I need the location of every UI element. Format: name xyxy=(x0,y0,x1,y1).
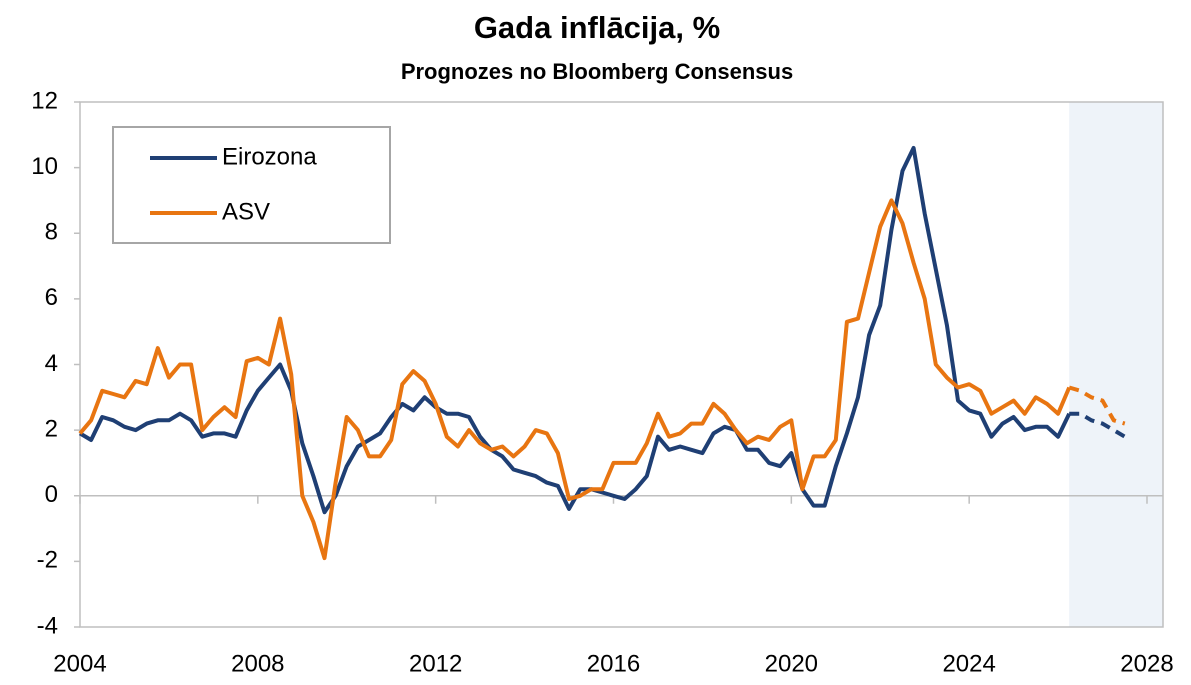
y-tick-label: 4 xyxy=(45,350,58,377)
y-tick-label: -2 xyxy=(37,547,58,574)
legend-label: ASV xyxy=(222,198,270,225)
x-tick-label: 2016 xyxy=(587,650,640,677)
x-tick-label: 2028 xyxy=(1120,650,1173,677)
legend-box xyxy=(112,126,391,244)
x-tick-label: 2024 xyxy=(942,650,995,677)
forecast-region xyxy=(1069,102,1163,627)
chart-title: Gada inflācija, % xyxy=(474,10,720,45)
y-tick-label: 10 xyxy=(31,153,58,180)
y-tick-label: 12 xyxy=(31,87,58,114)
forecast-line xyxy=(1068,385,1126,426)
chart-subtitle: Prognozes no Bloomberg Consensus xyxy=(401,59,793,84)
x-tick-label: 2020 xyxy=(765,650,818,677)
x-tick-label: 2004 xyxy=(53,650,106,677)
series-line xyxy=(78,198,1072,561)
y-tick-label: 2 xyxy=(45,415,58,442)
forecast-line xyxy=(1069,411,1126,439)
legend-label: Eirozona xyxy=(222,143,317,170)
y-tick-label: 6 xyxy=(45,284,58,311)
y-tick-label: 0 xyxy=(45,481,58,508)
y-tick-label: 8 xyxy=(45,219,58,246)
x-tick-label: 2012 xyxy=(409,650,462,677)
x-tick-label: 2008 xyxy=(231,650,284,677)
y-tick-label: -4 xyxy=(37,612,58,639)
